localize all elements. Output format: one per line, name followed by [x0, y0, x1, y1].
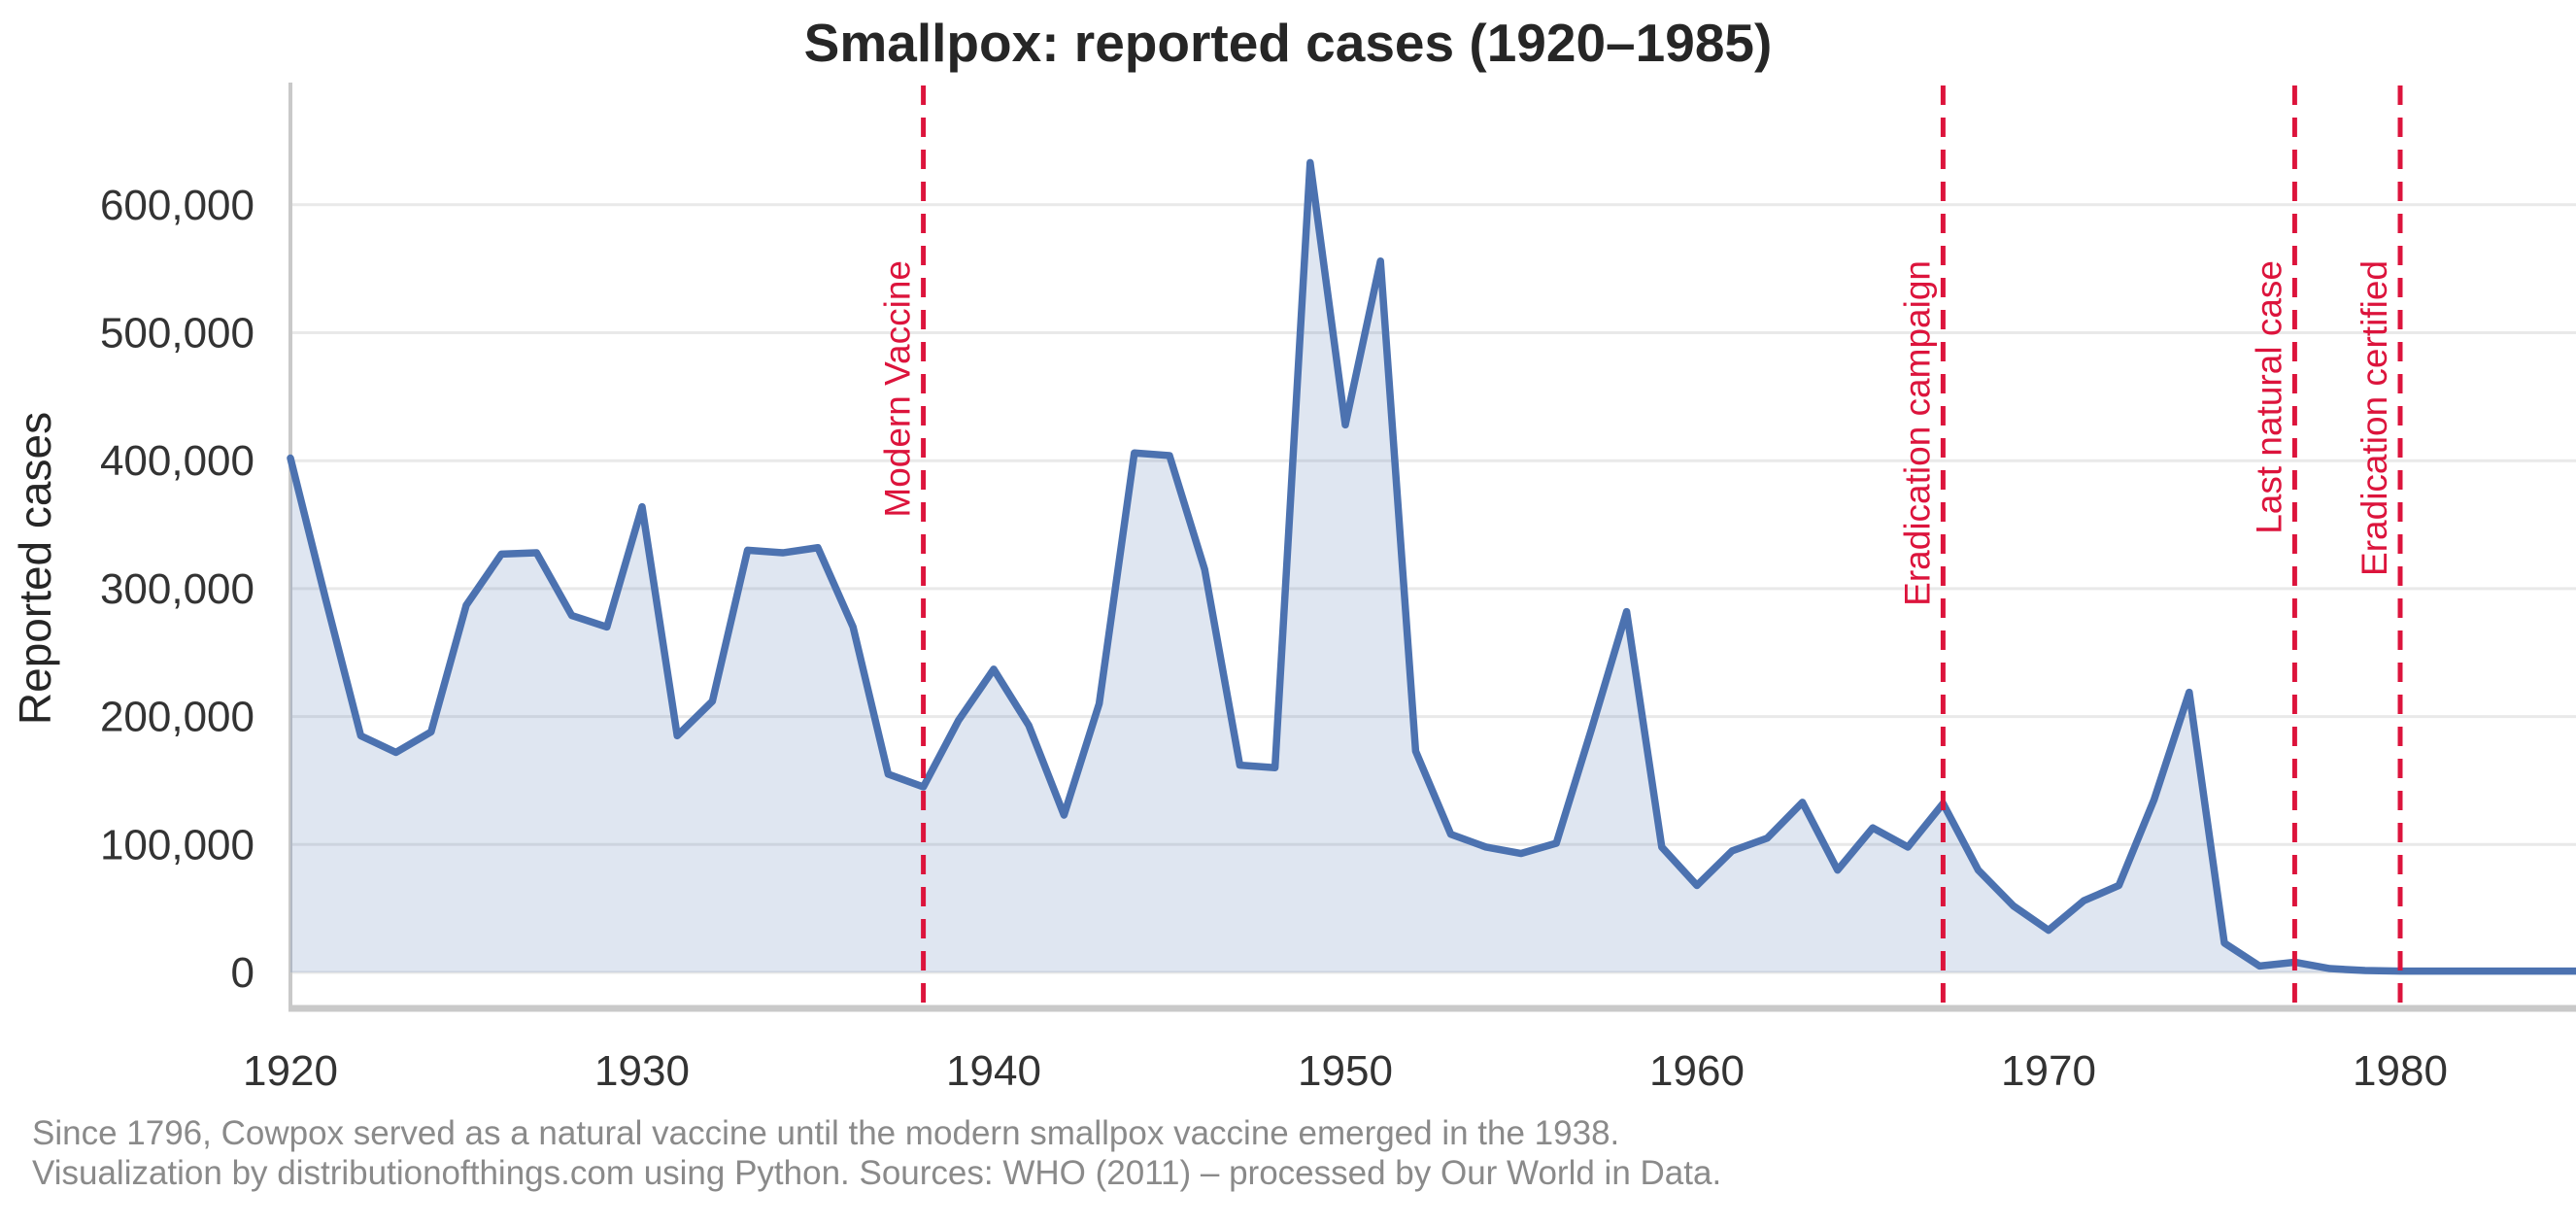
y-tick-labels: 0 100,000 200,000 300,000 400,000 500,000 600,… [100, 182, 254, 997]
y-axis-label: Reported cases [10, 412, 60, 725]
chart-footer: Since 1796, Cowpox served as a natural v… [32, 1113, 1721, 1193]
y-tick-label: 400,000 [100, 437, 254, 485]
y-tick-label: 300,000 [100, 565, 254, 613]
event-label-1967: Eradication campaign [1897, 260, 1937, 606]
y-tick-label: 100,000 [100, 821, 254, 868]
event-label-1980: Eradication certified [2355, 260, 2394, 576]
footer-credit: Visualization by distributionofthings.co… [32, 1154, 1722, 1192]
y-tick-label: 600,000 [100, 182, 254, 229]
event-annotations: Modern Vaccine Eradication campaign Last n… [878, 85, 2403, 1006]
x-tick-label: 1970 [2001, 1047, 2096, 1095]
cases-line [287, 158, 2576, 975]
x-tick-label: 1940 [946, 1047, 1041, 1095]
event-label-1938: Modern Vaccine [878, 260, 918, 518]
x-tick-label: 1960 [1649, 1047, 1745, 1095]
x-tick-label: 1920 [243, 1047, 338, 1095]
x-tick-label: 1950 [1298, 1047, 1393, 1095]
y-tick-label: 200,000 [100, 694, 254, 741]
area-fill [290, 162, 2576, 973]
event-label-1977: Last natural case [2249, 260, 2288, 534]
y-tick-label: 0 [231, 949, 254, 997]
footer-note: Since 1796, Cowpox served as a natural v… [32, 1114, 1620, 1152]
x-tick-label: 1930 [594, 1047, 690, 1095]
x-tick-label: 1980 [2353, 1047, 2448, 1095]
chart-title: Smallpox: reported cases (1920–1985) [803, 13, 1773, 73]
x-tick-labels: 1920 1930 1940 1950 1960 1970 1980 [243, 1047, 2448, 1095]
y-tick-label: 500,000 [100, 310, 254, 358]
